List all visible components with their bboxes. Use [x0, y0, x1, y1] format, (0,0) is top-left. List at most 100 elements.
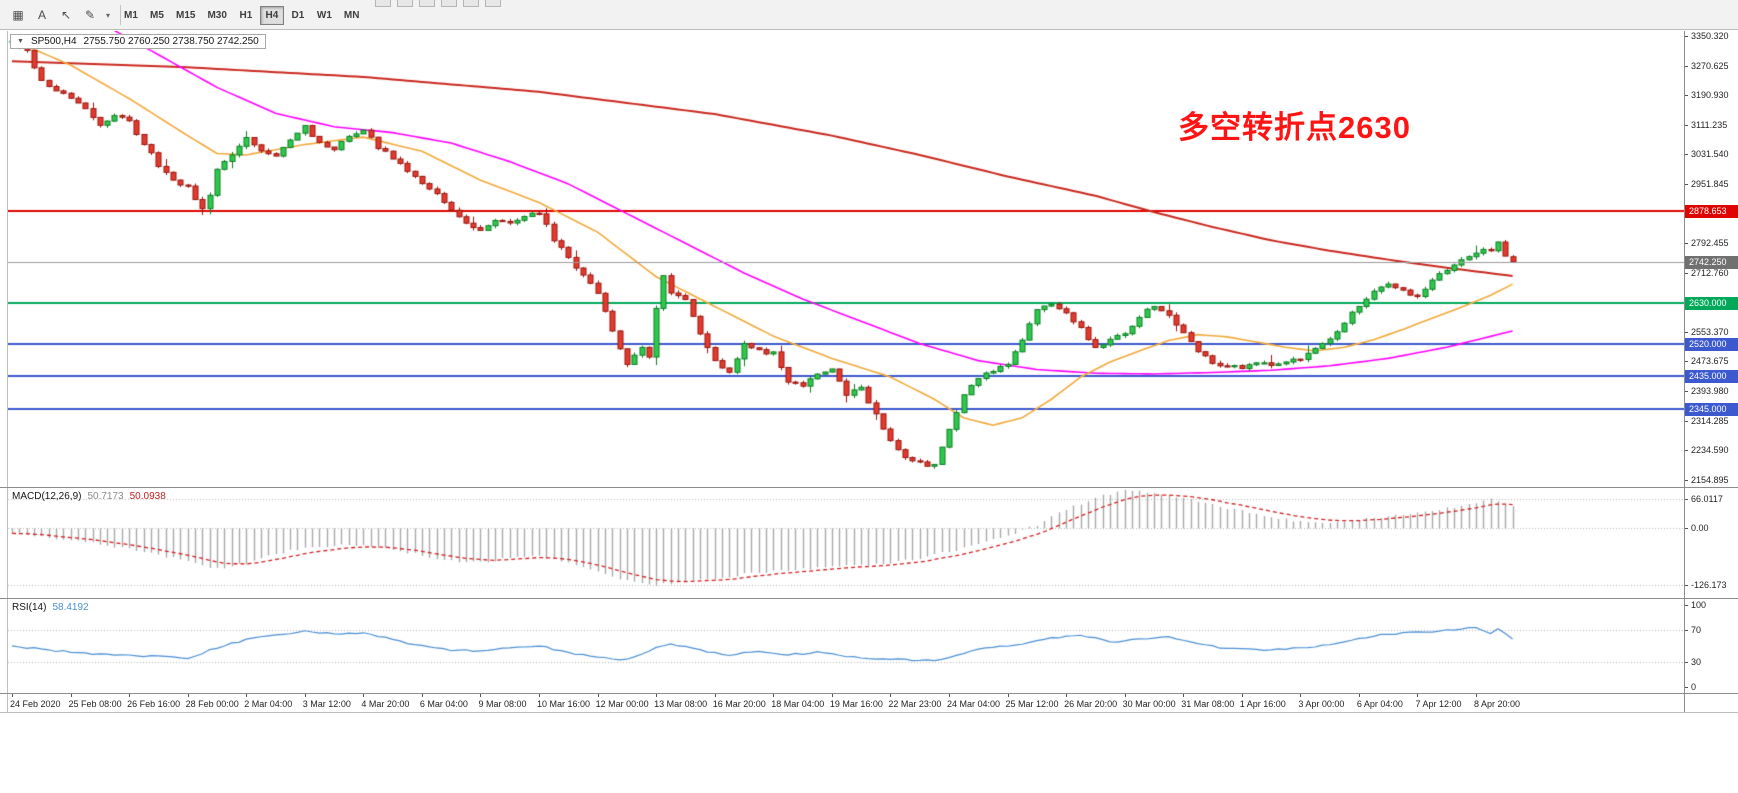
- panel-separator[interactable]: [0, 487, 1738, 488]
- axis-tick-label: 2154.895: [1691, 474, 1729, 485]
- price-level-badge: 2742.250: [1685, 255, 1738, 269]
- draw-tools-icon[interactable]: ✎: [84, 8, 96, 22]
- time-tick-mark: [598, 694, 599, 697]
- axis-tick-mark: [1685, 124, 1688, 126]
- time-label: 24 Mar 04:00: [946, 699, 1000, 709]
- chart-grid-icon[interactable]: ▦: [12, 8, 24, 22]
- time-tick-mark: [539, 694, 540, 697]
- macd-value-main: 50.7173: [87, 491, 124, 502]
- axis-tick-label: 2314.285: [1691, 415, 1729, 426]
- time-label: 24 Feb 2020: [10, 699, 61, 709]
- time-tick-mark: [12, 694, 13, 697]
- timeframe-m30[interactable]: M30: [207, 9, 227, 21]
- axis-tick-label: 2553.370: [1691, 326, 1729, 337]
- price-chart-canvas[interactable]: [8, 31, 1684, 487]
- axis-tick-mark: [1685, 331, 1688, 333]
- axis-tick-mark: [1685, 65, 1688, 67]
- time-tick-mark: [246, 694, 247, 697]
- axis-tick-mark: [1685, 687, 1688, 689]
- time-tick-mark: [422, 694, 423, 697]
- axis-tick-mark: [1685, 585, 1688, 587]
- axis-tick-mark: [1685, 272, 1688, 274]
- price-level-badge: 2878.653: [1685, 205, 1738, 219]
- cropped-toolbar-icons[interactable]: [372, 0, 504, 8]
- axis-tick-label: 2792.455: [1691, 238, 1729, 249]
- timeframe-m15[interactable]: M15: [176, 9, 196, 21]
- timeframe-mn[interactable]: MN: [343, 9, 360, 21]
- axis-tick-label: 3350.320: [1691, 31, 1729, 41]
- axis-tick-mark: [1685, 391, 1688, 393]
- time-axis[interactable]: 24 Feb 2020 25 Feb 08:00 26 Feb 16:00 28 Fe…: [8, 694, 1684, 712]
- chart-ohlc-label: 2755.750 2760.250 2738.750 2742.250: [83, 36, 259, 47]
- time-tick-mark: [188, 694, 189, 697]
- axis-tick-mark: [1685, 604, 1688, 606]
- rsi-title: RSI(14) 58.4192: [12, 602, 89, 613]
- time-label: 16 Mar 20:00: [712, 699, 766, 709]
- axis-tick-label: 3190.930: [1691, 90, 1729, 101]
- time-tick-mark: [480, 694, 481, 697]
- timeframe-h4[interactable]: H4: [259, 5, 284, 25]
- time-tick-mark: [71, 694, 72, 697]
- time-label: 2 Mar 04:00: [244, 699, 293, 709]
- price-level-badge: 2520.000: [1685, 338, 1738, 352]
- axis-tick-mark: [1685, 183, 1688, 185]
- axis-tick-mark: [1685, 95, 1688, 97]
- time-label: 31 Mar 08:00: [1181, 699, 1235, 709]
- price-level-badge: 2630.000: [1685, 297, 1738, 311]
- axis-tick-label: 3031.540: [1691, 149, 1729, 160]
- time-label: 6 Apr 04:00: [1356, 699, 1403, 709]
- time-label: 25 Mar 12:00: [1005, 699, 1059, 709]
- price-level-badge: 2345.000: [1685, 403, 1738, 417]
- timeframe-w1[interactable]: W1: [316, 9, 332, 21]
- time-tick-mark: [773, 694, 774, 697]
- time-tick-mark: [305, 694, 306, 697]
- time-label: 25 Feb 08:00: [68, 699, 122, 709]
- time-tick-mark: [832, 694, 833, 697]
- timeframe-d1[interactable]: D1: [291, 9, 305, 21]
- chevron-down-icon[interactable]: ▼: [17, 38, 24, 45]
- axis-tick-label: 100: [1691, 599, 1707, 610]
- time-label: 30 Mar 00:00: [1122, 699, 1176, 709]
- time-tick-mark: [1008, 694, 1009, 697]
- macd-canvas[interactable]: [8, 488, 1684, 598]
- price-axis-column[interactable]: 3350.320 3270.625 3190.930 3111.235 3031.540…: [1685, 31, 1738, 712]
- time-tick-mark: [656, 694, 657, 697]
- axis-tick-mark: [1685, 498, 1688, 500]
- axis-tick-mark: [1685, 154, 1688, 156]
- timeframe-group: M1 M5 M15 M30 H1 H4 D1 W1 MN: [118, 0, 365, 30]
- panel-separator: [0, 693, 1738, 694]
- chart-title: ▼ SP500,H4 2755.750 2760.250 2738.750 27…: [10, 34, 266, 49]
- timeframe-h1[interactable]: H1: [239, 9, 253, 21]
- macd-title: MACD(12,26,9) 50.7173 50.0938: [12, 491, 166, 502]
- text-label-icon[interactable]: A: [37, 8, 46, 22]
- axis-tick-label: 0.00: [1691, 523, 1709, 534]
- rsi-canvas[interactable]: [8, 599, 1684, 693]
- toolbar-icons-group: ▦ A ↖ ✎ ▾: [6, 0, 127, 30]
- axis-tick-mark: [1685, 662, 1688, 664]
- dropdown-arrow-icon[interactable]: ▾: [105, 10, 110, 20]
- panel-separator[interactable]: [0, 598, 1738, 599]
- axis-tick-mark: [1685, 450, 1688, 452]
- axis-tick-mark: [1685, 361, 1688, 363]
- time-label: 3 Apr 00:00: [1298, 699, 1345, 709]
- axis-tick-label: 2712.760: [1691, 267, 1729, 278]
- axis-tick-mark: [1685, 243, 1688, 245]
- time-tick-mark: [1417, 694, 1418, 697]
- toolbar: ▦ A ↖ ✎ ▾ M1 M5 M15 M30 H1 H4 D1 W1 MN: [0, 0, 1738, 30]
- time-label: 13 Mar 08:00: [654, 699, 708, 709]
- timeframe-m5[interactable]: M5: [150, 9, 164, 21]
- axis-tick-mark: [1685, 420, 1688, 422]
- time-tick-mark: [1300, 694, 1301, 697]
- chart-left-border: [7, 31, 8, 712]
- annotation-text[interactable]: 多空转折点2630: [1178, 110, 1411, 145]
- toolbar-divider: [120, 5, 121, 25]
- time-label: 26 Mar 20:00: [1064, 699, 1118, 709]
- time-label: 8 Apr 20:00: [1474, 699, 1521, 709]
- timeframe-m1[interactable]: M1: [124, 9, 138, 21]
- axis-separator: [1684, 31, 1685, 712]
- cursor-icon[interactable]: ↖: [60, 8, 72, 22]
- axis-tick-label: -126.173: [1691, 580, 1727, 591]
- axis-tick-label: 2951.845: [1691, 178, 1729, 189]
- macd-value-signal: 50.0938: [129, 491, 166, 502]
